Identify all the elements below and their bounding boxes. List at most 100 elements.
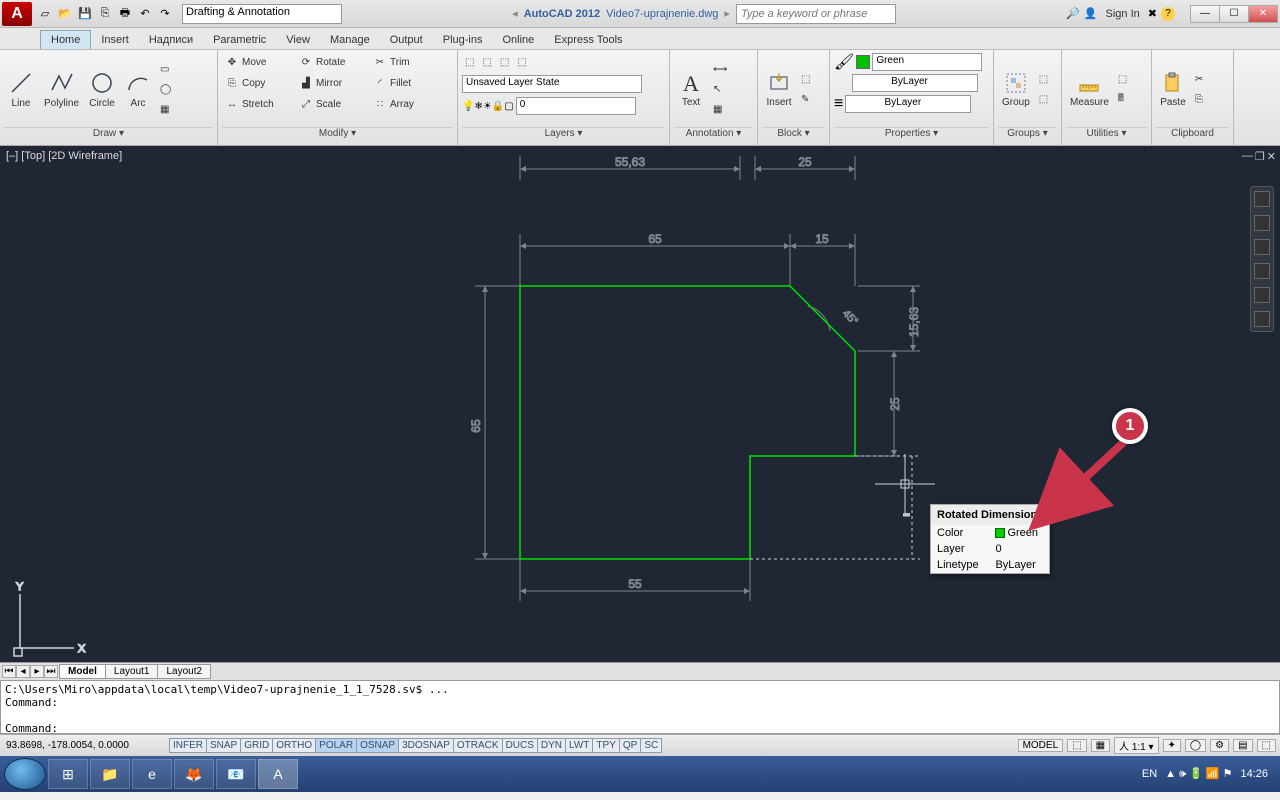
ribbon-tab-insert[interactable]: Insert: [91, 31, 139, 49]
status-chip-0[interactable]: MODEL: [1018, 739, 1064, 752]
workspace-dropdown[interactable]: Drafting & Annotation: [182, 4, 342, 24]
status-toggle-lwt[interactable]: LWT: [565, 738, 593, 753]
group-label[interactable]: Block ▾: [762, 127, 825, 143]
polyline-button[interactable]: Polyline: [40, 68, 83, 111]
ungroup-button[interactable]: ⬚: [1036, 70, 1051, 90]
dim-linear-button[interactable]: ⟷: [710, 60, 730, 80]
ribbon-tab-online[interactable]: Online: [492, 31, 544, 49]
clock[interactable]: 14:26: [1240, 768, 1268, 780]
tray-icons[interactable]: ▲ 🕪 🔋 📶 ⚑: [1165, 767, 1232, 781]
status-toggle-snap[interactable]: SNAP: [206, 738, 241, 753]
ribbon-tab-output[interactable]: Output: [380, 31, 433, 49]
block-edit-button[interactable]: ✎: [798, 90, 813, 110]
status-toggle-infer[interactable]: INFER: [169, 738, 207, 753]
status-chip-2[interactable]: ▦: [1091, 739, 1110, 752]
paste-button[interactable]: Paste: [1156, 69, 1190, 110]
ellipse-button[interactable]: ◯: [157, 80, 174, 100]
layers-icon2[interactable]: ⬚: [479, 52, 494, 72]
ribbon-tab-надписи[interactable]: Надписи: [139, 31, 203, 49]
color-swatch[interactable]: [856, 55, 870, 69]
matchprop-icon[interactable]: 🖌: [834, 52, 854, 72]
group-edit-button[interactable]: ⬚: [1036, 90, 1051, 110]
taskbar-app-0[interactable]: ⊞: [48, 759, 88, 789]
lineweight-dropdown[interactable]: ByLayer: [852, 74, 978, 92]
cut-button[interactable]: ✂: [1192, 70, 1206, 90]
qat-open-icon[interactable]: 📂: [56, 5, 74, 23]
taskbar-app-2[interactable]: e: [132, 759, 172, 789]
status-chip-8[interactable]: ⬚: [1257, 739, 1276, 752]
layer-state-dropdown[interactable]: Unsaved Layer State: [462, 75, 642, 93]
copy-button[interactable]: ⎘Copy: [222, 73, 294, 93]
search-input[interactable]: [736, 4, 896, 24]
taskbar-app-5[interactable]: A: [258, 759, 298, 789]
group-button[interactable]: Group: [998, 69, 1034, 110]
ribbon-tab-express tools[interactable]: Express Tools: [544, 31, 632, 49]
list-icon[interactable]: ≡: [834, 95, 843, 113]
zoom-icon[interactable]: [1254, 263, 1270, 279]
rotate-button[interactable]: ⟳Rotate: [296, 52, 368, 72]
close-button[interactable]: ✕: [1248, 5, 1278, 23]
drawing-area[interactable]: [–] [Top] [2D Wireframe] — ❐ ✕ 55,63 25 …: [0, 146, 1280, 662]
text-button[interactable]: AText: [674, 69, 708, 110]
command-line[interactable]: C:\Users\Miro\appdata\local\temp\Video7-…: [0, 680, 1280, 734]
minimize-button[interactable]: —: [1190, 5, 1220, 23]
showmotion-icon[interactable]: [1254, 311, 1270, 327]
status-chip-4[interactable]: ✦: [1163, 739, 1181, 752]
layout-first-icon[interactable]: ⏮: [2, 665, 16, 678]
layout-prev-icon[interactable]: ◂: [16, 665, 30, 678]
viewcube-icon[interactable]: [1254, 191, 1270, 207]
qat-redo-icon[interactable]: ↷: [156, 5, 174, 23]
scale-button[interactable]: ⤢Scale: [296, 94, 368, 114]
rectangle-button[interactable]: ▭: [157, 60, 174, 80]
layout-last-icon[interactable]: ⏭: [44, 665, 58, 678]
ribbon-tab-manage[interactable]: Manage: [320, 31, 380, 49]
group-label[interactable]: Annotation ▾: [674, 127, 753, 143]
array-button[interactable]: ∷Array: [370, 94, 442, 114]
ribbon-tab-view[interactable]: View: [276, 31, 320, 49]
status-toggle-ortho[interactable]: ORTHO: [272, 738, 316, 753]
ribbon-tab-plug-ins[interactable]: Plug-ins: [433, 31, 493, 49]
group-label[interactable]: Properties ▾: [834, 127, 989, 143]
insert-button[interactable]: Insert: [762, 69, 796, 110]
fillet-button[interactable]: ◜Fillet: [370, 73, 442, 93]
color-dropdown[interactable]: Green: [872, 53, 982, 71]
quickcalc-button[interactable]: 🖩: [1115, 90, 1130, 110]
layout-tab-layout2[interactable]: Layout2: [157, 664, 211, 679]
group-label[interactable]: Draw ▾: [4, 127, 213, 143]
status-chip-1[interactable]: ⬚: [1067, 739, 1086, 752]
group-label[interactable]: Clipboard: [1156, 127, 1229, 143]
orbit-icon[interactable]: [1254, 287, 1270, 303]
mirror-button[interactable]: ▟Mirror: [296, 73, 368, 93]
layout-tab-layout1[interactable]: Layout1: [105, 664, 159, 679]
status-toggle-polar[interactable]: POLAR: [315, 738, 357, 753]
layout-tab-model[interactable]: Model: [59, 664, 106, 679]
status-chip-7[interactable]: ▤: [1233, 739, 1252, 752]
qat-new-icon[interactable]: ▱: [36, 5, 54, 23]
group-label[interactable]: Layers ▾: [462, 127, 665, 143]
start-button[interactable]: [4, 758, 46, 790]
measure-button[interactable]: Measure: [1066, 69, 1113, 110]
status-toggle-otrack[interactable]: OTRACK: [453, 738, 503, 753]
layers-icon4[interactable]: ⬚: [514, 52, 529, 72]
qat-save-icon[interactable]: 💾: [76, 5, 94, 23]
drawing-polyline[interactable]: [520, 286, 855, 559]
taskbar-app-1[interactable]: 📁: [90, 759, 130, 789]
infocenter-icon[interactable]: 🔎: [1066, 7, 1080, 20]
qat-saveas-icon[interactable]: ⎘: [96, 5, 114, 23]
app-menu-icon[interactable]: A: [2, 2, 32, 26]
status-chip-3[interactable]: 人 1:1 ▾: [1114, 737, 1158, 754]
status-toggle-sc[interactable]: SC: [640, 738, 662, 753]
stretch-button[interactable]: ↔Stretch: [222, 94, 294, 114]
status-toggle-grid[interactable]: GRID: [240, 738, 273, 753]
group-label[interactable]: Modify ▾: [222, 127, 453, 143]
qat-print-icon[interactable]: 🖶: [116, 5, 134, 23]
system-tray[interactable]: EN ▲ 🕪 🔋 📶 ⚑ 14:26: [1142, 767, 1276, 781]
status-toggle-osnap[interactable]: OSNAP: [356, 738, 399, 753]
line-button[interactable]: Line: [4, 68, 38, 111]
layers-icon[interactable]: ⬚: [462, 52, 477, 72]
steering-icon[interactable]: [1254, 215, 1270, 231]
group-label[interactable]: Utilities ▾: [1066, 127, 1147, 143]
layout-next-icon[interactable]: ▸: [30, 665, 44, 678]
copy-button[interactable]: ⎘: [1192, 90, 1206, 110]
move-button[interactable]: ✥Move: [222, 52, 294, 72]
